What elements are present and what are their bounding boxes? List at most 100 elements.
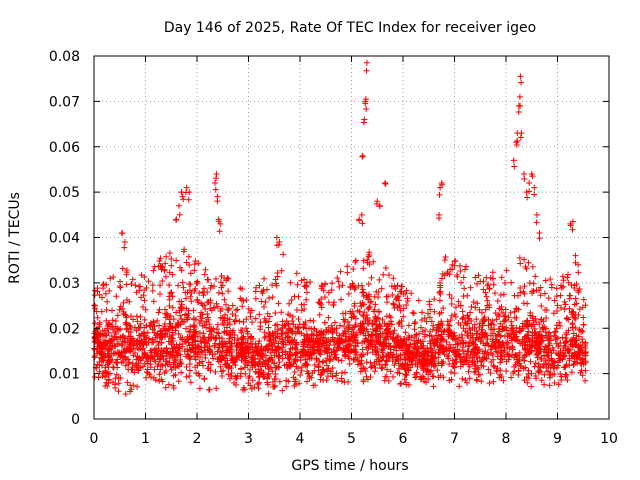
data-point [491, 342, 498, 349]
data-point [115, 388, 122, 395]
data-point [368, 337, 375, 344]
data-point [397, 352, 404, 359]
data-point [379, 316, 386, 323]
data-point [278, 309, 285, 316]
data-point [220, 367, 227, 374]
data-point [116, 283, 123, 290]
data-point [293, 363, 300, 370]
data-point [175, 378, 182, 385]
data-point [94, 314, 101, 321]
data-point [345, 378, 352, 385]
data-point [292, 330, 299, 337]
data-point [113, 371, 120, 378]
data-point [517, 102, 524, 109]
data-point [162, 273, 169, 280]
data-point [448, 312, 455, 319]
data-point [109, 379, 116, 386]
data-point [426, 332, 433, 339]
data-point [537, 284, 544, 291]
data-point [216, 228, 223, 235]
data-point [513, 324, 520, 331]
data-point [503, 368, 510, 375]
data-point [560, 277, 567, 284]
data-point [103, 306, 110, 313]
data-point [107, 275, 114, 282]
data-point [545, 342, 552, 349]
data-point [231, 336, 238, 343]
data-point [478, 326, 485, 333]
data-point [335, 344, 342, 351]
data-point [364, 256, 371, 263]
data-point [282, 351, 289, 358]
data-point [448, 369, 455, 376]
data-point [214, 303, 221, 310]
data-point [443, 338, 450, 345]
data-point [435, 354, 442, 361]
data-point [92, 328, 99, 335]
data-point [541, 307, 548, 314]
data-point [245, 346, 252, 353]
data-point [185, 196, 192, 203]
data-point [535, 349, 542, 356]
data-point [159, 333, 166, 340]
data-point [338, 296, 345, 303]
data-point [582, 349, 589, 356]
data-point [325, 324, 332, 331]
data-point [566, 305, 573, 312]
data-point [293, 270, 300, 277]
data-point [325, 299, 332, 306]
data-point [504, 351, 511, 358]
data-point [232, 312, 239, 319]
data-point [342, 316, 349, 323]
data-point [157, 366, 164, 373]
data-point [531, 184, 538, 191]
data-point [346, 322, 353, 329]
data-point [169, 324, 176, 331]
data-point [396, 342, 403, 349]
data-point [432, 332, 439, 339]
data-point [196, 290, 203, 297]
data-point [446, 361, 453, 368]
data-point [580, 314, 587, 321]
data-point [437, 324, 444, 331]
data-point [393, 353, 400, 360]
data-point [522, 263, 529, 270]
data-point [362, 332, 369, 339]
data-point [400, 313, 407, 320]
data-point [274, 321, 281, 328]
data-point [178, 298, 185, 305]
data-point [496, 344, 503, 351]
data-point [488, 343, 495, 350]
data-point [176, 211, 183, 218]
data-point [204, 299, 211, 306]
data-point [98, 362, 105, 369]
data-point [228, 343, 235, 350]
data-point [260, 303, 267, 310]
data-point [390, 351, 397, 358]
data-point [422, 348, 429, 355]
data-point [498, 306, 505, 313]
data-point [489, 330, 496, 337]
data-point [490, 362, 497, 369]
data-point [421, 315, 428, 322]
data-point [492, 310, 499, 317]
data-point [559, 273, 566, 280]
data-point [149, 282, 156, 289]
data-point [568, 369, 575, 376]
data-point [297, 372, 304, 379]
data-point [306, 374, 313, 381]
data-point [473, 334, 480, 341]
data-point [201, 302, 208, 309]
data-point [457, 279, 464, 286]
data-point [554, 308, 561, 315]
data-point [403, 381, 410, 388]
data-point [191, 267, 198, 274]
data-point [100, 339, 107, 346]
data-point [533, 211, 540, 218]
data-point [430, 361, 437, 368]
data-point [133, 338, 140, 345]
data-point [269, 379, 276, 386]
data-point [231, 331, 238, 338]
data-point [422, 365, 429, 372]
data-point [457, 262, 464, 269]
